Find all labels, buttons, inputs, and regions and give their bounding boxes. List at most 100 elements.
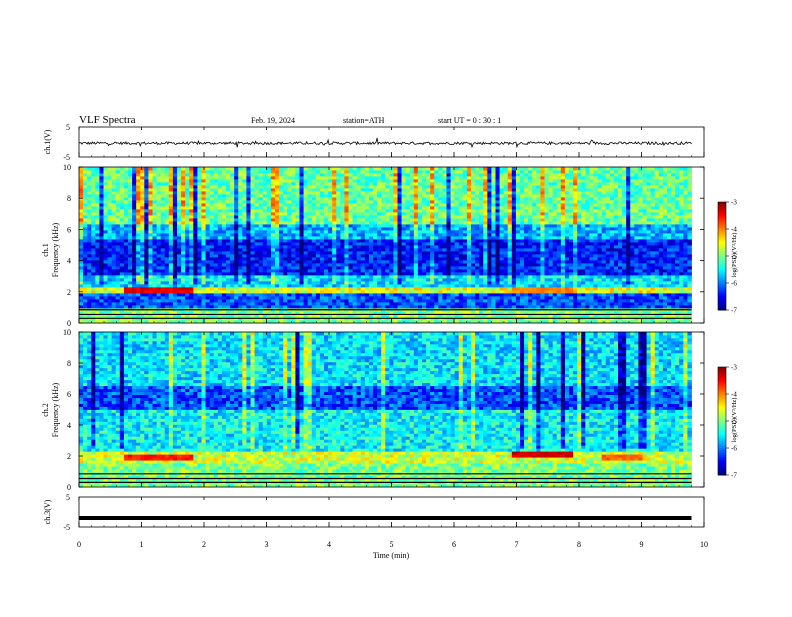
spectrogram-cell bbox=[462, 239, 468, 243]
spectrogram-cell bbox=[417, 230, 423, 234]
spectrogram-cell bbox=[91, 221, 96, 225]
spectrogram-cell bbox=[417, 281, 423, 285]
spectrogram-cell bbox=[217, 221, 223, 225]
spectrogram-cell bbox=[119, 245, 125, 249]
spectrogram-cell bbox=[91, 173, 96, 177]
spectrogram-cell bbox=[336, 194, 341, 198]
spectrogram-cell bbox=[344, 260, 349, 264]
spectrogram-cell bbox=[230, 254, 235, 258]
spectrogram-cell bbox=[230, 272, 235, 276]
spectrogram-cell bbox=[217, 194, 223, 198]
spectrogram-cell bbox=[91, 248, 96, 252]
spectrogram-cell bbox=[242, 194, 247, 198]
spectrogram-cell bbox=[442, 236, 447, 240]
spectrogram-cell bbox=[413, 236, 419, 240]
spectrogram-cell bbox=[430, 179, 435, 183]
spectrogram-cell bbox=[197, 314, 202, 318]
spectrogram-cell bbox=[254, 251, 260, 255]
spectrogram-cell bbox=[442, 266, 447, 270]
spectrogram-cell bbox=[340, 281, 345, 285]
spectrogram-cell bbox=[434, 200, 439, 204]
spectrogram-cell bbox=[422, 257, 427, 261]
spectrogram-cell bbox=[295, 296, 300, 300]
spectrogram-cell bbox=[148, 200, 153, 204]
spectrogram-cell bbox=[385, 203, 390, 207]
spectrogram-cell bbox=[193, 230, 198, 234]
spectrogram-cell bbox=[95, 314, 100, 318]
spectrogram-cell bbox=[193, 233, 198, 237]
spectrogram-cell bbox=[83, 191, 88, 195]
spectrogram-cell bbox=[401, 281, 407, 285]
spectrogram-cell bbox=[279, 293, 284, 297]
spectrogram-cell bbox=[279, 260, 284, 264]
spectrogram-cell bbox=[254, 320, 260, 324]
spectrogram-cell bbox=[409, 296, 415, 300]
spectrogram-cell bbox=[250, 287, 255, 291]
spectrogram-cell bbox=[262, 173, 268, 177]
spectrogram-cell bbox=[168, 203, 174, 207]
spectrogram-cell bbox=[458, 179, 464, 183]
spectrogram-cell bbox=[103, 224, 108, 228]
spectrogram-cell bbox=[299, 263, 304, 267]
spectrogram-cell bbox=[311, 281, 317, 285]
spectrogram-cell bbox=[344, 245, 349, 249]
spectrogram-cell bbox=[95, 203, 100, 207]
spectrogram-cell bbox=[181, 314, 186, 318]
spectrogram-cell bbox=[119, 230, 125, 234]
spectrogram-cell bbox=[140, 263, 145, 267]
spectrogram-cell bbox=[381, 293, 386, 297]
spectrogram-cell bbox=[230, 167, 235, 171]
spectrogram-cell bbox=[242, 269, 247, 273]
spectrogram-cell bbox=[217, 278, 223, 282]
spectrogram-cell bbox=[328, 173, 333, 177]
spectrogram-cell bbox=[315, 212, 321, 216]
spectrogram-cell bbox=[319, 269, 325, 273]
spectrogram-cell bbox=[299, 185, 304, 189]
spectrogram-cell bbox=[336, 236, 341, 240]
spectrogram-cell bbox=[177, 239, 182, 243]
spectrogram-cell bbox=[270, 281, 276, 285]
spectrogram-cell bbox=[164, 251, 170, 255]
spectrogram-cell bbox=[328, 179, 333, 183]
spectrogram-cell bbox=[279, 290, 284, 294]
spectrogram-cell bbox=[336, 173, 341, 177]
spectrogram-cell bbox=[409, 218, 415, 222]
spectrogram-cell bbox=[377, 299, 382, 303]
spectrogram-cell bbox=[385, 257, 390, 261]
spectrogram-cell bbox=[368, 176, 374, 180]
spectrogram-cell bbox=[275, 194, 280, 198]
spectrogram-cell bbox=[442, 263, 447, 267]
spectrogram-cell bbox=[164, 188, 170, 192]
spectrogram-cell bbox=[172, 218, 178, 222]
spectrogram-cell bbox=[287, 287, 292, 291]
spectrogram-cell bbox=[356, 215, 362, 219]
spectrogram-cell bbox=[262, 215, 268, 219]
spectrogram-cell bbox=[332, 230, 337, 234]
spectrogram-cell bbox=[381, 269, 386, 273]
spectrogram-cell bbox=[283, 314, 288, 318]
spectrogram-cell bbox=[279, 209, 284, 213]
spectrogram-cell bbox=[226, 272, 231, 276]
spectrogram-cell bbox=[454, 296, 460, 300]
spectrogram-cell bbox=[279, 239, 284, 243]
spectrogram-cell bbox=[450, 290, 456, 294]
spectrogram-cell bbox=[377, 203, 382, 207]
spectrogram-cell bbox=[205, 302, 211, 306]
spectrogram-cell bbox=[385, 242, 390, 246]
spectrogram-cell bbox=[238, 179, 243, 183]
spectrogram-cell bbox=[148, 290, 153, 294]
spectrogram-cell bbox=[307, 263, 313, 267]
spectrogram-cell bbox=[79, 278, 84, 282]
spectrogram-cell bbox=[360, 173, 366, 177]
spectrogram-cell bbox=[95, 173, 100, 177]
spectrogram-cell bbox=[336, 239, 341, 243]
spectrogram-cell bbox=[258, 272, 264, 276]
spectrogram-cell bbox=[434, 284, 439, 288]
spectrogram-cell bbox=[291, 215, 296, 219]
spectrogram-cell bbox=[385, 224, 390, 228]
spectrogram-cell bbox=[352, 305, 358, 309]
spectrogram-cell bbox=[466, 203, 472, 207]
spectrogram-cell bbox=[238, 251, 243, 255]
spectrogram-cell bbox=[389, 206, 394, 210]
spectrogram-cell bbox=[299, 278, 304, 282]
